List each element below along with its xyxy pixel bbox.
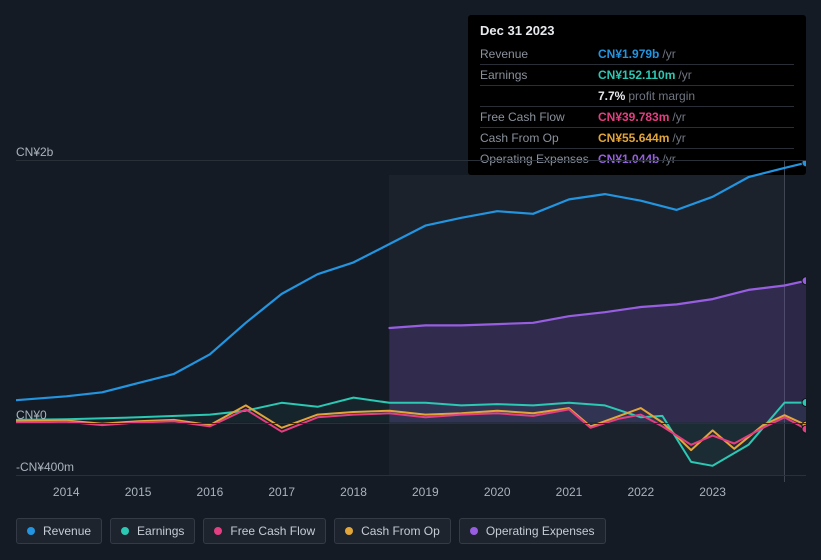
tooltip-rows: RevenueCN¥1.979b/yrEarningsCN¥152.110m/y… — [480, 44, 794, 169]
y-axis-label: CN¥0 — [16, 408, 56, 422]
tooltip-label: Earnings — [480, 68, 598, 82]
legend-label: Cash From Op — [361, 524, 440, 538]
tooltip-row: Cash From OpCN¥55.644m/yr — [480, 127, 794, 148]
tooltip-label: Revenue — [480, 47, 598, 61]
tooltip-row: EarningsCN¥152.110m/yr — [480, 64, 794, 85]
tooltip-value: 7.7% — [598, 89, 625, 103]
tooltip-value: CN¥55.644m — [598, 131, 669, 145]
chart-tooltip: Dec 31 2023 RevenueCN¥1.979b/yrEarningsC… — [468, 15, 806, 175]
tooltip-value: CN¥39.783m — [598, 110, 669, 124]
x-axis-label: 2014 — [53, 485, 80, 499]
tooltip-label: Cash From Op — [480, 131, 598, 145]
legend-label: Free Cash Flow — [230, 524, 315, 538]
grid-line — [16, 160, 806, 161]
grid-line — [16, 475, 806, 476]
tooltip-date: Dec 31 2023 — [480, 23, 794, 38]
tooltip-suffix: profit margin — [628, 89, 695, 103]
tooltip-value: CN¥152.110m — [598, 68, 675, 82]
tooltip-label: Free Cash Flow — [480, 110, 598, 124]
tooltip-suffix: /yr — [662, 47, 675, 61]
end-marker — [802, 277, 806, 285]
legend-item-cfo[interactable]: Cash From Op — [334, 518, 451, 544]
x-axis-label: 2019 — [412, 485, 439, 499]
legend-item-earnings[interactable]: Earnings — [110, 518, 195, 544]
grid-line — [16, 423, 806, 424]
tooltip-row: 7.7%profit margin — [480, 85, 794, 106]
tooltip-suffix: /yr — [672, 131, 685, 145]
legend-item-opex[interactable]: Operating Expenses — [459, 518, 606, 544]
tooltip-value: CN¥1.979b — [598, 47, 659, 61]
legend-label: Revenue — [43, 524, 91, 538]
series-area-opex — [390, 281, 807, 423]
end-marker — [802, 425, 806, 433]
end-marker — [802, 160, 806, 167]
x-axis-label: 2015 — [125, 485, 152, 499]
y-axis-label: CN¥2b — [16, 145, 56, 159]
y-axis-label: -CN¥400m — [16, 460, 56, 474]
legend-swatch — [345, 527, 353, 535]
legend-swatch — [470, 527, 478, 535]
tooltip-row: Free Cash FlowCN¥39.783m/yr — [480, 106, 794, 127]
legend-item-fcf[interactable]: Free Cash Flow — [203, 518, 326, 544]
legend-label: Earnings — [137, 524, 184, 538]
x-axis-label: 2022 — [627, 485, 654, 499]
tooltip-suffix: /yr — [678, 68, 691, 82]
tooltip-row: RevenueCN¥1.979b/yr — [480, 44, 794, 64]
legend-swatch — [27, 527, 35, 535]
legend-swatch — [214, 527, 222, 535]
end-marker — [802, 399, 806, 407]
x-axis-label: 2023 — [699, 485, 726, 499]
x-axis-label: 2021 — [556, 485, 583, 499]
line-chart-svg — [16, 160, 806, 475]
x-axis-label: 2018 — [340, 485, 367, 499]
x-axis-label: 2017 — [268, 485, 295, 499]
legend-item-revenue[interactable]: Revenue — [16, 518, 102, 544]
chart-plot-area: CN¥2bCN¥0-CN¥400m — [16, 160, 806, 475]
x-axis-label: 2020 — [484, 485, 511, 499]
chart-legend: Revenue Earnings Free Cash Flow Cash From O… — [16, 518, 606, 544]
x-axis-label: 2016 — [197, 485, 224, 499]
tooltip-suffix: /yr — [672, 110, 685, 124]
legend-swatch — [121, 527, 129, 535]
legend-label: Operating Expenses — [486, 524, 595, 538]
